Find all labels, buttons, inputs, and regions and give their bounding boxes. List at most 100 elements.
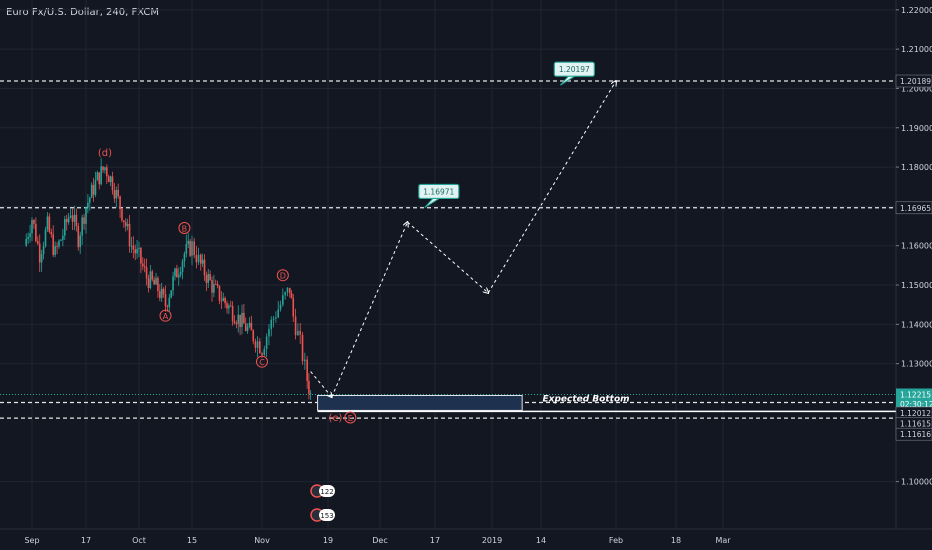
price-label: 1.20189 [900, 77, 931, 86]
wave-label: E [348, 414, 353, 423]
price-label-bg [895, 427, 932, 441]
candle-body [229, 305, 232, 307]
x-tick-label: Dec [372, 536, 387, 545]
candle-body [155, 277, 157, 285]
wave-label: D [280, 272, 286, 281]
candle-body [177, 274, 180, 278]
candle-body [36, 241, 39, 244]
candle-body [102, 166, 104, 171]
candle-body [124, 222, 127, 227]
candle-body [297, 330, 299, 336]
candle-body [58, 240, 60, 247]
candle-body [199, 254, 202, 264]
candle-body [90, 184, 93, 198]
y-tick-label: 1.10000 [901, 478, 932, 487]
candle-body [201, 259, 204, 264]
candle-body [140, 247, 142, 264]
candle-body [214, 283, 217, 285]
candle-body [98, 172, 101, 185]
candle-body [83, 217, 85, 224]
candle-body [134, 249, 137, 254]
candle-body [189, 240, 191, 256]
candle-body [56, 246, 58, 247]
price-label: 02:30:12 [900, 400, 932, 409]
candle-body [104, 167, 106, 171]
candle-body [195, 255, 198, 263]
candle-body [211, 280, 213, 293]
candle-body [218, 285, 221, 301]
candle-body [193, 241, 195, 256]
price-label-bg [895, 74, 932, 88]
y-tick-label: 1.14000 [901, 320, 932, 329]
x-tick-label: Sep [24, 536, 39, 545]
x-tick-label: 17 [430, 536, 440, 545]
candle-body [121, 209, 123, 221]
candle-body [183, 253, 186, 262]
price-callout: 1.16971 [418, 183, 460, 208]
candle-body [284, 292, 286, 296]
candle-body [254, 341, 257, 348]
candle-body [263, 348, 266, 355]
x-tick-label: 15 [187, 536, 197, 545]
candle-body [25, 239, 28, 246]
expected-bottom-label: Expected Bottom [542, 394, 629, 404]
callout-box [418, 183, 460, 200]
candle-body [174, 268, 176, 277]
x-tick-label: 14 [536, 536, 546, 545]
candle-body [106, 167, 108, 177]
candle-body [176, 268, 178, 278]
candle-body [203, 259, 206, 276]
candle-body [73, 214, 76, 222]
x-tick-label: Feb [609, 536, 623, 545]
candle-body [63, 219, 66, 236]
candle-body [145, 267, 148, 279]
candle-body [79, 235, 82, 248]
candle-body [119, 196, 121, 210]
candle-body [308, 381, 310, 394]
candle-body [231, 306, 234, 322]
candle-body [81, 217, 83, 236]
candle-body [261, 353, 263, 355]
y-tick-label: 1.21000 [901, 45, 932, 54]
candle-body [243, 312, 245, 324]
candle-body [31, 219, 33, 234]
wave-label-circle [276, 269, 289, 282]
candle-body [77, 226, 80, 248]
candle-body [187, 240, 190, 244]
candle-body [54, 246, 56, 255]
candle-body [216, 284, 219, 286]
candle-body [207, 274, 210, 283]
candle-body [265, 336, 268, 349]
candle-body [138, 247, 140, 249]
candle-body [282, 295, 284, 305]
candle-body [286, 287, 289, 293]
candle-body [65, 219, 68, 223]
wave-label: C [259, 358, 265, 367]
projection-segment [310, 371, 332, 398]
candle-body [160, 288, 163, 299]
event-badge-count: 153 [320, 512, 333, 520]
candle-body [149, 271, 152, 288]
candle-body [44, 229, 47, 246]
candle-body [235, 323, 238, 325]
candle-body [228, 305, 230, 309]
candle-body [288, 287, 291, 294]
candle-body [292, 298, 295, 317]
candle-body [153, 279, 155, 285]
x-tick-label: 19 [323, 536, 333, 545]
candle-body [126, 223, 129, 227]
candle-body [299, 330, 302, 335]
candle-body [164, 294, 167, 307]
candle-body [213, 283, 215, 293]
candle-body [147, 278, 150, 288]
y-tick-label: 1.18000 [901, 163, 932, 172]
candle-body [172, 276, 174, 291]
price-label: 1.12215 [900, 391, 931, 400]
price-label: 1.11616 [900, 430, 931, 439]
candle-body [270, 319, 273, 330]
y-tick-label: 1.13000 [901, 360, 932, 369]
x-tick-label: 2019 [482, 536, 502, 545]
candle-body [246, 326, 249, 331]
chart-title: Euro Fx/U.S. Dollar, 240, FXCM [6, 7, 159, 18]
